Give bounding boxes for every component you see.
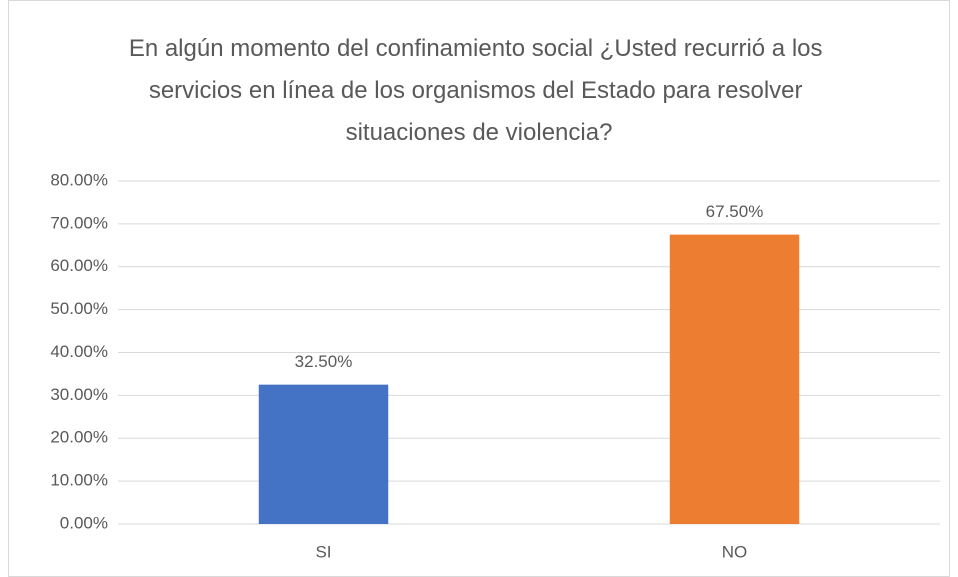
bar — [669, 234, 800, 524]
data-label: 32.50% — [295, 352, 353, 371]
y-tick-label: 20.00% — [50, 428, 108, 447]
x-tick-label: SI — [315, 542, 331, 561]
chart-title: En algún momento del confinamiento socia… — [129, 35, 829, 146]
bar — [258, 384, 389, 524]
y-tick-label: 30.00% — [50, 385, 108, 404]
data-label: 67.50% — [706, 202, 764, 221]
x-tick-label: NO — [722, 542, 748, 561]
y-tick-label: 70.00% — [50, 213, 108, 232]
y-tick-label: 60.00% — [50, 256, 108, 275]
y-tick-label: 40.00% — [50, 342, 108, 361]
y-tick-label: 50.00% — [50, 299, 108, 318]
y-tick-label: 10.00% — [50, 471, 108, 490]
y-tick-label: 0.00% — [60, 513, 108, 532]
y-tick-label: 80.00% — [50, 170, 108, 189]
